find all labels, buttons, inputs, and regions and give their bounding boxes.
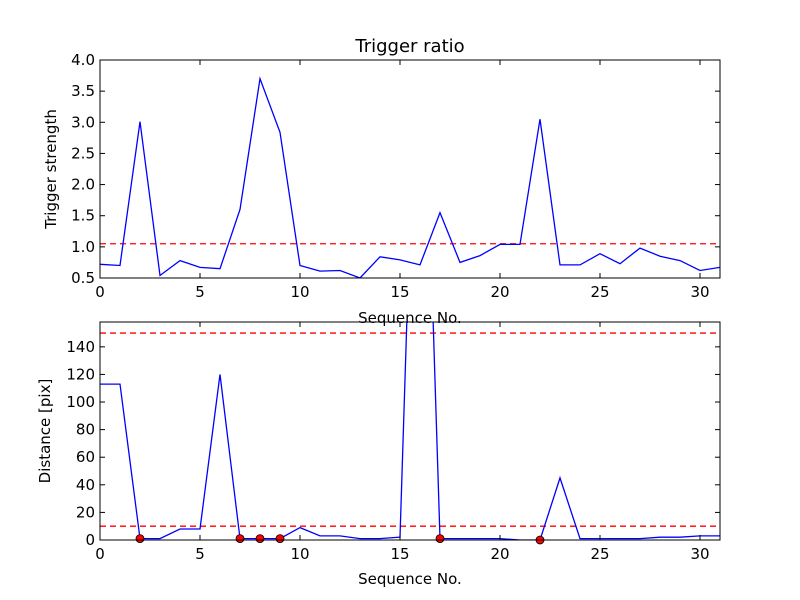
x-axis-ticks: 0 5 10 15 20 25 30 [95,60,710,301]
y-tick-label: 3.5 [71,82,95,100]
x-tick-label: 10 [290,545,309,563]
x-tick-label: 15 [390,545,409,563]
y-tick-label: 0.5 [71,269,95,287]
x-axis-ticks: 0 5 10 15 20 25 30 [95,322,710,563]
series-lines [100,322,720,540]
x-tick-label: 25 [590,283,609,301]
x-tick-label: 30 [690,545,709,563]
y-axis-label: Trigger strength [42,109,60,230]
series-line [100,76,720,278]
series-lines [100,76,720,278]
x-tick-label: 0 [95,545,105,563]
y-axis-ticks: 0.5 1.0 1.5 2.0 2.5 3.0 3.5 4.0 [71,51,720,287]
y-tick-label: 80 [76,421,95,439]
trigger-ratio-panel: Trigger ratio 0 5 10 15 20 25 30 0.5 1.0 1.5 2.0 2… [42,36,721,327]
series-line [100,322,720,540]
y-tick-label: 100 [66,393,95,411]
y-tick-label: 3.0 [71,113,95,131]
y-tick-label: 4.0 [71,51,95,69]
y-tick-label: 0 [85,531,95,549]
chart-title: Trigger ratio [354,36,464,57]
x-tick-label: 0 [95,283,105,301]
x-axis-label: Sequence No. [358,309,462,327]
y-tick-label: 1.0 [71,238,95,256]
x-tick-label: 20 [490,545,509,563]
x-tick-label: 15 [390,283,409,301]
marker-point [235,534,245,544]
marker-points [135,534,545,545]
x-tick-label: 5 [195,545,205,563]
marker-point [435,534,445,544]
x-tick-label: 30 [690,283,709,301]
x-tick-label: 10 [290,283,309,301]
y-tick-label: 60 [76,448,95,466]
y-axis-label: Distance [pix] [36,379,54,484]
y-tick-label: 2.5 [71,144,95,162]
distance-panel: 0 5 10 15 20 25 30 0 20 40 60 80 100 120 140 Sequence… [36,321,721,588]
x-tick-label: 20 [490,283,509,301]
marker-point [255,534,265,544]
x-axis-label: Sequence No. [358,570,462,588]
plot-frame [99,59,721,279]
y-tick-label: 2.0 [71,176,95,194]
threshold-lines [100,332,720,527]
y-tick-label: 120 [66,365,95,383]
y-tick-label: 140 [66,338,95,356]
y-tick-label: 1.5 [71,207,95,225]
y-axis-ticks: 0 20 40 60 80 100 120 140 [66,338,720,549]
y-tick-label: 20 [76,503,95,521]
y-tick-label: 40 [76,476,95,494]
plot-frame [99,321,721,541]
x-tick-label: 5 [195,283,205,301]
marker-point [275,534,285,544]
x-tick-label: 25 [590,545,609,563]
marker-point [135,534,145,544]
